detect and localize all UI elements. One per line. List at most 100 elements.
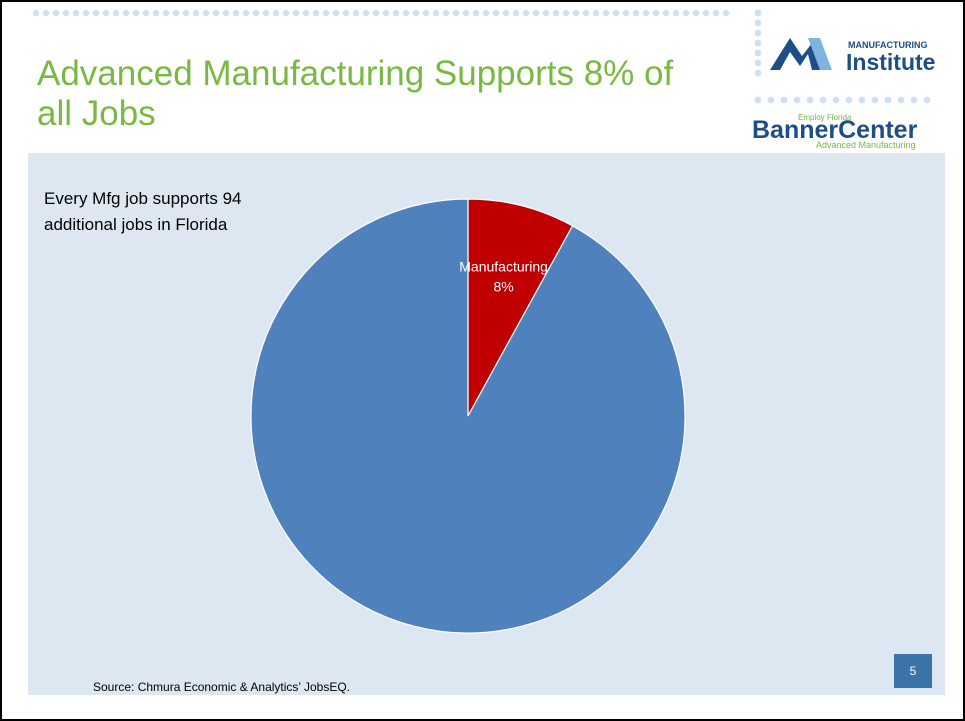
decorative-dot bbox=[222, 9, 230, 17]
pie-chart: Manufacturing 8% bbox=[250, 198, 686, 634]
decorative-dot bbox=[332, 9, 340, 17]
annotation-line-1: Every Mfg job supports 94 bbox=[44, 189, 242, 208]
decorative-dot bbox=[572, 9, 580, 17]
mi-logo-top-text: MANUFACTURING bbox=[848, 40, 928, 50]
decorative-dot bbox=[122, 9, 130, 17]
decorative-dot bbox=[452, 9, 460, 17]
decorative-dot bbox=[372, 9, 380, 17]
decorative-dot bbox=[754, 69, 762, 77]
bc-logo-small-text: Employ Florida bbox=[798, 113, 852, 122]
decorative-dot bbox=[282, 9, 290, 17]
decorative-dot bbox=[542, 9, 550, 17]
decorative-dot bbox=[172, 9, 180, 17]
decorative-dot bbox=[512, 9, 520, 17]
decorative-dot bbox=[592, 9, 600, 17]
decorative-dot bbox=[482, 9, 490, 17]
decorative-dot bbox=[806, 96, 814, 104]
source-note: Source: Chmura Economic & Analytics’ Job… bbox=[93, 680, 350, 694]
decorative-dot bbox=[32, 9, 40, 17]
decorative-dot bbox=[858, 96, 866, 104]
bc-logo-main-text: BannerCenter bbox=[752, 116, 918, 144]
decorative-dot bbox=[793, 96, 801, 104]
decorative-dot bbox=[292, 9, 300, 17]
decorative-dot bbox=[562, 9, 570, 17]
decorative-dot bbox=[442, 9, 450, 17]
decorative-dot bbox=[42, 9, 50, 17]
decorative-dot bbox=[262, 9, 270, 17]
decorative-dot bbox=[232, 9, 240, 17]
decorative-dot bbox=[182, 9, 190, 17]
decorative-dot bbox=[642, 9, 650, 17]
decorative-dot bbox=[884, 96, 892, 104]
decorative-dot bbox=[722, 9, 730, 17]
decorative-dot bbox=[162, 9, 170, 17]
decorative-dot bbox=[652, 9, 660, 17]
decorative-dot bbox=[402, 9, 410, 17]
decorative-dot bbox=[192, 9, 200, 17]
decorative-dot bbox=[910, 96, 918, 104]
pie-slice-label: Manufacturing bbox=[459, 258, 548, 274]
decorative-dot bbox=[754, 49, 762, 57]
pie-slice-manufacturing bbox=[467, 198, 574, 417]
decorative-dot bbox=[102, 9, 110, 17]
decorative-dots-top bbox=[32, 9, 730, 17]
decorative-dot bbox=[780, 96, 788, 104]
decorative-dot bbox=[142, 9, 150, 17]
decorative-dot bbox=[72, 9, 80, 17]
decorative-dot bbox=[252, 9, 260, 17]
page-number: 5 bbox=[894, 654, 932, 688]
decorative-dot bbox=[202, 9, 210, 17]
decorative-dot bbox=[832, 96, 840, 104]
decorative-dot bbox=[312, 9, 320, 17]
annotation-line-2: additional jobs in Florida bbox=[44, 215, 228, 234]
decorative-dot bbox=[532, 9, 540, 17]
decorative-dot bbox=[754, 39, 762, 47]
decorative-dot bbox=[871, 96, 879, 104]
bc-logo-sub-text: Advanced Manufacturing bbox=[816, 140, 916, 150]
decorative-dot bbox=[662, 9, 670, 17]
decorative-dot bbox=[242, 9, 250, 17]
decorative-dot bbox=[392, 9, 400, 17]
decorative-dot bbox=[62, 9, 70, 17]
decorative-dot bbox=[845, 96, 853, 104]
decorative-dot bbox=[754, 29, 762, 37]
decorative-dot bbox=[502, 9, 510, 17]
decorative-dot bbox=[212, 9, 220, 17]
decorative-dot bbox=[767, 96, 775, 104]
decorative-dot bbox=[112, 9, 120, 17]
mi-logo-main-text: Institute bbox=[846, 49, 935, 75]
decorative-dot bbox=[302, 9, 310, 17]
banner-center-logo: Employ Florida BannerCenter Advanced Man… bbox=[752, 96, 931, 150]
chart-annotation: Every Mfg job supports 94 additional job… bbox=[44, 186, 344, 238]
decorative-dot bbox=[92, 9, 100, 17]
decorative-dot bbox=[754, 96, 762, 104]
decorative-dot bbox=[622, 9, 630, 17]
decorative-dot bbox=[612, 9, 620, 17]
decorative-dot bbox=[132, 9, 140, 17]
decorative-dot bbox=[422, 9, 430, 17]
pie-slice-rest bbox=[250, 198, 686, 634]
chart-area: Manufacturing 8% Every Mfg job supports 9… bbox=[28, 153, 945, 695]
decorative-dot bbox=[462, 9, 470, 17]
manufacturing-institute-logo: MANUFACTURING Institute bbox=[754, 9, 935, 77]
decorative-dot bbox=[152, 9, 160, 17]
decorative-dot bbox=[754, 9, 762, 17]
decorative-dot bbox=[472, 9, 480, 17]
decorative-dot bbox=[522, 9, 530, 17]
decorative-dot bbox=[682, 9, 690, 17]
decorative-dot bbox=[692, 9, 700, 17]
decorative-dot bbox=[819, 96, 827, 104]
decorative-dot bbox=[432, 9, 440, 17]
decorative-dot bbox=[602, 9, 610, 17]
decorative-dot bbox=[897, 96, 905, 104]
decorative-dot bbox=[382, 9, 390, 17]
decorative-dot bbox=[582, 9, 590, 17]
decorative-dot bbox=[52, 9, 60, 17]
decorative-dot bbox=[342, 9, 350, 17]
decorative-dot bbox=[362, 9, 370, 17]
decorative-dot bbox=[672, 9, 680, 17]
decorative-dot bbox=[412, 9, 420, 17]
decorative-dot bbox=[82, 9, 90, 17]
decorative-dot bbox=[702, 9, 710, 17]
